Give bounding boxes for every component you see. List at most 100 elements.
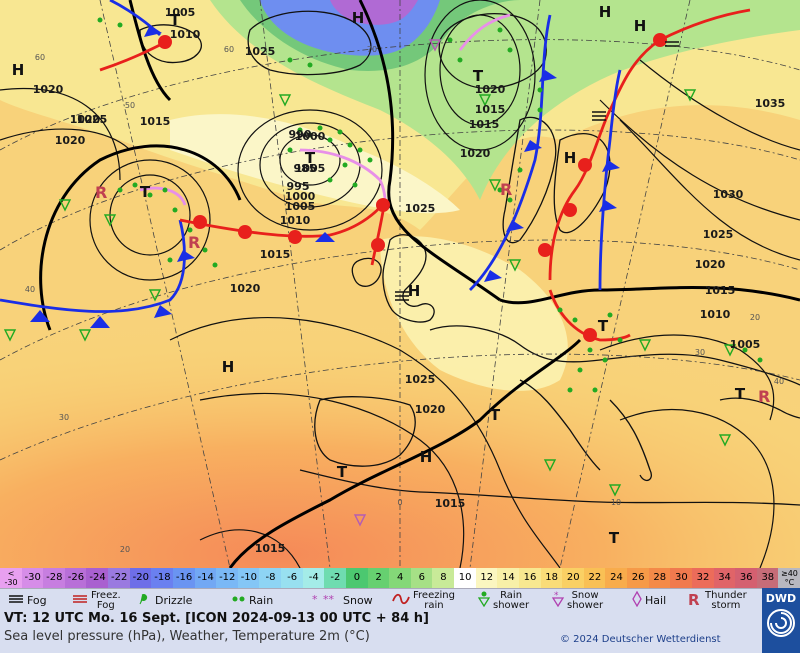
scale-cell: -16	[172, 568, 196, 588]
temperature-band-purple	[330, 0, 418, 25]
fog-symbols	[395, 41, 679, 301]
scale-cell: -24	[86, 568, 109, 588]
legend-snow-shower: * Snow shower	[551, 589, 603, 612]
isobar-label: 1015	[255, 542, 286, 555]
snow-shower-symbols	[353, 39, 442, 527]
scale-cell: -8	[259, 568, 282, 588]
legend-freezing-fog: Freez. Fog	[72, 589, 121, 612]
dwd-logo: DWD	[762, 588, 800, 653]
weather-map: R R R R 1005 1010 1020 1025 1020 1015 1020 1025…	[0, 0, 800, 568]
rain-shower-icon	[477, 591, 491, 610]
scale-cell: 2	[367, 568, 390, 588]
freezing-fog-icon	[72, 593, 88, 608]
map-info-footer: VT: 12 UTC Mo. 16 Sept. [ICON 2024-09-13…	[0, 611, 762, 653]
high-pressure-center: H	[634, 17, 647, 35]
isobar-label: 1015	[260, 248, 291, 261]
scale-cell: < -30	[0, 568, 23, 589]
graticule	[0, 0, 800, 568]
scale-cell: -6	[281, 568, 304, 588]
isobar-label: 1030	[713, 188, 744, 201]
scale-cell: -10	[237, 568, 260, 588]
scale-cell: 26	[627, 568, 650, 588]
isobar-label: 1005	[285, 200, 316, 213]
map-description: Sea level pressure (hPa), Weather, Tempe…	[4, 629, 370, 644]
legend-thunderstorm-label: Thunder storm	[705, 589, 747, 611]
isobar-label: 1010	[700, 308, 731, 321]
dwd-swirl-icon	[767, 609, 795, 637]
graticule-label: 50	[125, 101, 135, 110]
isobar-label: 1015	[705, 284, 736, 297]
isobar-label: 1025	[245, 45, 276, 58]
low-pressure-center: T	[170, 11, 181, 29]
fog-icon	[8, 593, 24, 608]
legend-drizzle-label: Drizzle	[155, 594, 193, 607]
graticule-label: 0	[397, 498, 402, 507]
svg-text:R: R	[688, 591, 700, 607]
low-pressure-center: T	[140, 183, 151, 201]
scale-cell: 18	[540, 568, 563, 588]
high-pressure-center: H	[222, 358, 235, 376]
scale-cell: 12	[475, 568, 498, 588]
svg-text:*: *	[554, 591, 559, 601]
scale-cell: -12	[216, 568, 239, 588]
thunderstorm-symbols: R R R R	[95, 180, 770, 406]
legend-hail: Hail	[632, 589, 666, 612]
graticule-label: 60	[224, 45, 234, 54]
legend-fog: Fog	[8, 589, 47, 612]
precipitation-symbols	[97, 17, 763, 393]
legend-fog-label: Fog	[27, 594, 47, 607]
scale-cell: -30	[21, 568, 44, 588]
isobar-label: 1020	[33, 83, 64, 96]
low-pressure-center: T	[337, 463, 348, 481]
copyright: © 2024 Deutscher Wetterdienst	[560, 634, 721, 645]
scale-cell: -20	[129, 568, 152, 588]
legend-drizzle: Drizzle	[138, 589, 192, 612]
legend-snow: * ** Snow	[312, 589, 373, 612]
isobar-label: 1020	[695, 258, 726, 271]
graticule-label: 40	[774, 377, 784, 386]
high-pressure-center: H	[352, 9, 365, 27]
isobar-label: 1020	[460, 147, 491, 160]
scale-cell: 0	[345, 568, 369, 588]
legend-thunderstorm: R Thunder storm	[688, 589, 747, 612]
scale-cell: 10	[454, 568, 477, 588]
scale-cell: -26	[64, 568, 87, 588]
isobar-label: 1005	[295, 162, 326, 175]
isobar-label: 1020	[415, 403, 446, 416]
weather-legend: Fog Freez. Fog Drizzle Rain * ** Snow	[0, 588, 762, 612]
scale-cell: 22	[583, 568, 606, 588]
isobar-label: 985	[294, 162, 317, 175]
hail-icon	[632, 590, 642, 610]
drizzle-icon	[138, 592, 152, 609]
scale-cell: 28	[648, 568, 671, 588]
graticule-label: 10	[611, 498, 621, 507]
isobar-label: 1015	[475, 103, 506, 116]
low-pressure-center: T	[490, 406, 501, 424]
isobar-label: 1025	[703, 228, 734, 241]
graticule-label: 20	[120, 545, 130, 554]
legend-rain: Rain	[232, 589, 273, 612]
isobar-label: 1015	[435, 497, 466, 510]
isobar-label: 995	[287, 180, 310, 193]
legend-freezing-rain-label: Freezing rain	[413, 589, 455, 611]
isobar-label: 1025	[405, 202, 436, 215]
scale-cell: -2	[324, 568, 347, 588]
isobar-label: 1010	[170, 28, 201, 41]
isobar-label: 1020	[55, 134, 86, 147]
snow-icon: * **	[312, 592, 340, 609]
scale-cell: -4	[302, 568, 325, 588]
low-pressure-center: T	[735, 385, 746, 403]
fronts	[0, 0, 751, 342]
svg-text:R: R	[188, 233, 200, 252]
front-symbols	[30, 25, 667, 342]
svg-text:R: R	[500, 180, 512, 199]
svg-text:R: R	[758, 387, 770, 406]
svg-text:**: **	[323, 593, 335, 606]
temperature-band-europe	[380, 236, 568, 391]
valid-time: VT: 12 UTC Mo. 16 Sept. [ICON 2024-09-13…	[4, 611, 429, 626]
scale-cell: 8	[432, 568, 455, 588]
scale-cell: 16	[518, 568, 542, 588]
dwd-logo-text: DWD	[765, 592, 797, 605]
low-pressure-center: T	[598, 317, 609, 335]
svg-text:*: *	[312, 593, 318, 606]
